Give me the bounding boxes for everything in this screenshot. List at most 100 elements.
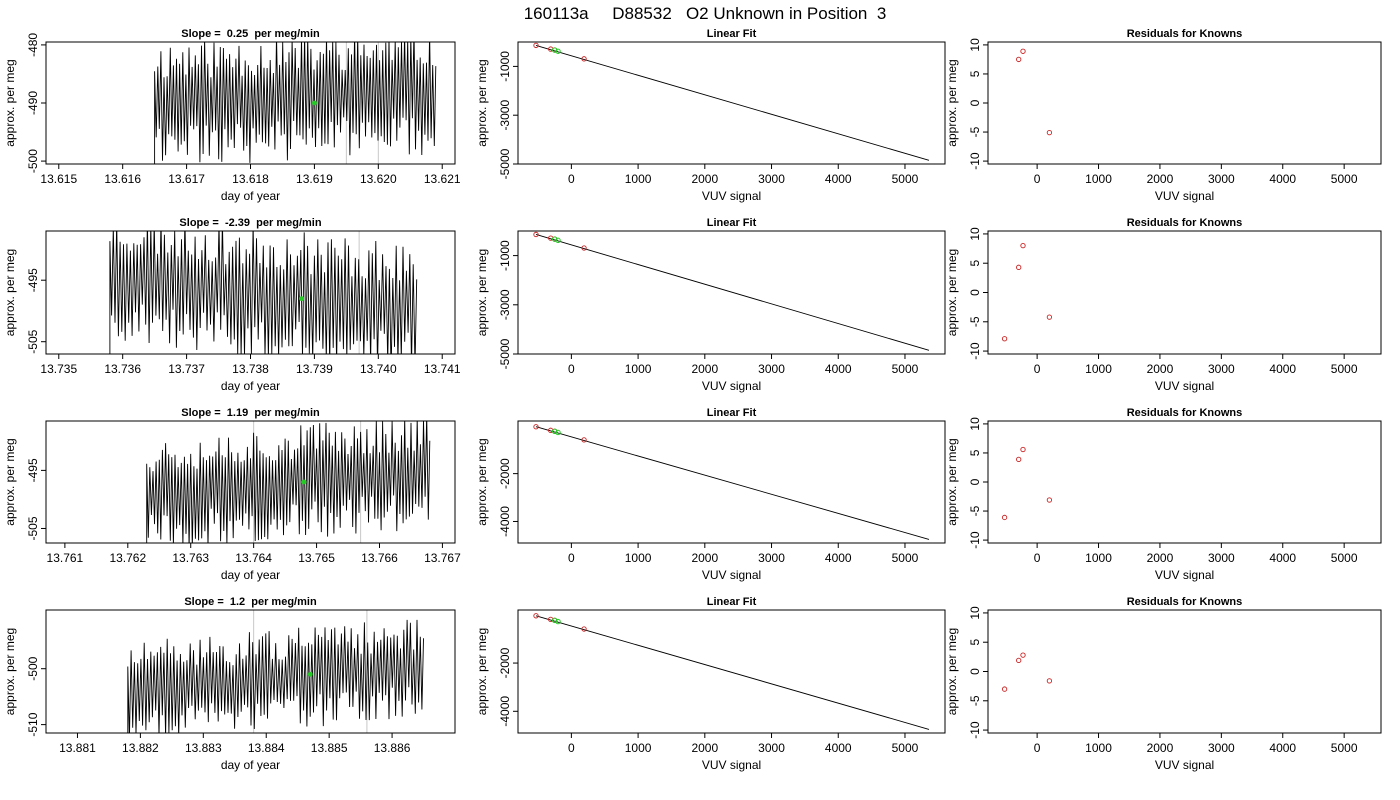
x-tick-label: 0 bbox=[568, 741, 575, 755]
x-tick-label: 13.615 bbox=[40, 172, 77, 186]
x-tick-label: 1000 bbox=[1085, 551, 1112, 565]
chart-panel-1: Slope = 0.25 per meg/min 13.615 13.616 13.6… bbox=[3, 28, 461, 203]
data-trace bbox=[109, 231, 418, 354]
plot-area bbox=[533, 613, 930, 730]
plot-area bbox=[533, 424, 930, 540]
x-tick-label: 1000 bbox=[1085, 362, 1112, 376]
x-tick-label: 13.736 bbox=[104, 362, 141, 376]
plot-area bbox=[1001, 652, 1053, 692]
fit-line bbox=[535, 426, 930, 540]
x-axis-label: day of year bbox=[221, 189, 280, 203]
chart-title: Slope = 1.19 per meg/min bbox=[181, 407, 320, 419]
data-point bbox=[581, 56, 587, 62]
y-axis-label: approx. per meg bbox=[3, 628, 17, 715]
plot-frame bbox=[987, 609, 1382, 734]
y-tick-label: -4000 bbox=[498, 506, 512, 537]
data-point bbox=[1016, 264, 1022, 270]
x-tick-label: 5000 bbox=[1331, 172, 1358, 186]
data-point-green bbox=[555, 237, 561, 244]
y-tick-label: -495 bbox=[26, 268, 40, 292]
data-point bbox=[1016, 456, 1022, 462]
chart-title: Linear Fit bbox=[707, 407, 757, 419]
y-tick-label: -5 bbox=[968, 505, 982, 516]
data-point bbox=[1046, 314, 1053, 320]
chart-panel-6: Residuals for Knowns 0 1000 2000 3000 4000 500… bbox=[945, 217, 1382, 393]
x-tick-label: 0 bbox=[568, 551, 575, 565]
y-tick-label: -480 bbox=[26, 33, 40, 57]
y-axis-label: approx. per meg bbox=[475, 628, 489, 715]
data-point bbox=[533, 42, 539, 49]
y-tick-label: -495 bbox=[26, 458, 40, 482]
x-axis-label: VUV signal bbox=[702, 189, 761, 203]
x-tick-label: 13.763 bbox=[172, 551, 209, 565]
plot-area bbox=[1016, 48, 1053, 136]
x-tick-label: 5000 bbox=[1331, 551, 1358, 565]
x-tick-label: 1000 bbox=[625, 362, 652, 376]
data-point bbox=[533, 424, 539, 430]
y-tick-label: -5 bbox=[968, 126, 982, 137]
plot-area bbox=[127, 610, 424, 733]
y-tick-label: -1000 bbox=[498, 240, 512, 271]
data-point bbox=[1001, 514, 1008, 521]
data-point bbox=[581, 437, 587, 443]
x-tick-label: 13.767 bbox=[424, 551, 461, 565]
y-tick-label: 10 bbox=[968, 417, 982, 431]
chart-panel-3: Residuals for Knowns 0 1000 2000 3000 4000 500… bbox=[945, 28, 1382, 203]
x-tick-label: 5000 bbox=[1331, 741, 1358, 755]
x-axis-label: day of year bbox=[221, 379, 280, 393]
x-tick-label: 13.739 bbox=[296, 362, 333, 376]
x-tick-label: 13.617 bbox=[168, 172, 205, 186]
chart-panel-9: Residuals for Knowns 0 1000 2000 3000 4000 500… bbox=[945, 407, 1382, 582]
x-tick-label: 3000 bbox=[1208, 172, 1235, 186]
chart-panel-10: Slope = 1.2 per meg/min 13.881 13.882 13.88… bbox=[3, 596, 456, 772]
y-tick-label: -2000 bbox=[498, 458, 512, 489]
x-tick-label: 13.735 bbox=[40, 362, 77, 376]
data-point bbox=[1046, 497, 1053, 503]
plot-area bbox=[533, 42, 930, 161]
x-tick-label: 13.761 bbox=[47, 551, 84, 565]
x-tick-label: 13.737 bbox=[168, 362, 205, 376]
y-tick-label: -10 bbox=[968, 152, 982, 170]
y-tick-label: 10 bbox=[968, 38, 982, 52]
x-tick-label: 3000 bbox=[758, 741, 785, 755]
plot-area bbox=[1001, 242, 1053, 342]
x-tick-label: 4000 bbox=[1269, 551, 1296, 565]
data-trace bbox=[127, 619, 424, 733]
data-point-green bbox=[555, 48, 561, 54]
y-tick-label: -5000 bbox=[498, 338, 512, 369]
chart-title: Residuals for Knowns bbox=[1127, 407, 1243, 419]
plot-frame bbox=[517, 41, 946, 165]
data-point bbox=[533, 613, 539, 619]
y-axis-label: approx. per meg bbox=[475, 438, 489, 525]
data-point bbox=[1016, 657, 1022, 664]
plot-frame bbox=[517, 609, 946, 734]
x-tick-label: 2000 bbox=[691, 551, 718, 565]
x-tick-label: 0 bbox=[1034, 362, 1041, 376]
x-axis-label: VUV signal bbox=[1155, 379, 1214, 393]
x-tick-label: 13.882 bbox=[122, 741, 159, 755]
chart-panel-4: Slope = -2.39 per meg/min 13.735 13.736 13.… bbox=[3, 217, 461, 393]
data-point bbox=[1020, 48, 1026, 54]
chart-title: Slope = 0.25 per meg/min bbox=[181, 28, 320, 40]
y-axis-label: approx. per meg bbox=[945, 59, 959, 146]
fit-line bbox=[535, 234, 930, 351]
data-point-green bbox=[551, 47, 558, 53]
plot-area bbox=[533, 231, 930, 351]
plot-area bbox=[154, 42, 437, 164]
x-axis-label: VUV signal bbox=[1155, 758, 1214, 772]
chart-title: Residuals for Knowns bbox=[1127, 596, 1243, 608]
y-tick-label: -1000 bbox=[498, 51, 512, 82]
fit-line bbox=[535, 615, 930, 730]
y-axis-label: approx. per meg bbox=[945, 249, 959, 336]
y-tick-label: -2000 bbox=[498, 647, 512, 678]
x-axis-label: day of year bbox=[221, 758, 280, 772]
y-tick-label: -4000 bbox=[498, 696, 512, 727]
x-tick-label: 2000 bbox=[1147, 741, 1174, 755]
y-axis-label: approx. per meg bbox=[3, 249, 17, 336]
x-tick-label: 3000 bbox=[758, 362, 785, 376]
x-tick-label: 13.881 bbox=[59, 741, 96, 755]
x-axis-label: VUV signal bbox=[702, 758, 761, 772]
x-tick-label: 13.885 bbox=[311, 741, 348, 755]
y-tick-label: 0 bbox=[968, 289, 982, 296]
